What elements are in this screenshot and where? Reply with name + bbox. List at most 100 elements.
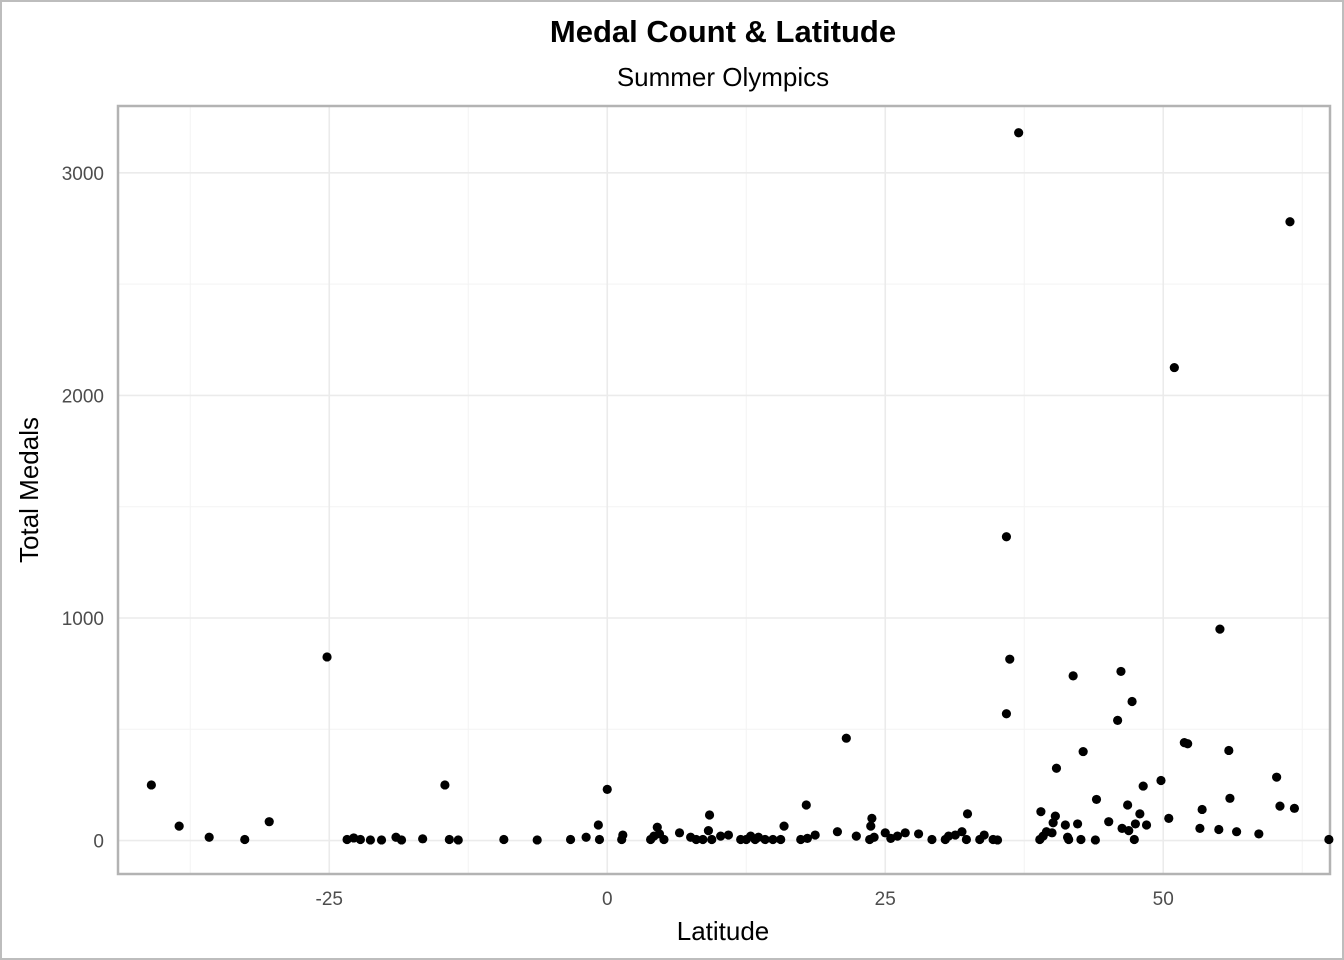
data-point bbox=[992, 835, 1003, 845]
data-point bbox=[1076, 834, 1086, 845]
data-point bbox=[565, 834, 576, 845]
data-point bbox=[716, 831, 726, 841]
data-point bbox=[1224, 745, 1234, 756]
data-point bbox=[866, 821, 876, 831]
data-point bbox=[674, 828, 685, 838]
data-point bbox=[979, 830, 989, 840]
data-point bbox=[1285, 217, 1295, 227]
data-point bbox=[453, 835, 463, 845]
data-point bbox=[499, 834, 509, 845]
data-point bbox=[707, 834, 717, 845]
data-point bbox=[1289, 803, 1300, 813]
data-point bbox=[618, 830, 628, 840]
x-tick-label: 25 bbox=[875, 889, 896, 910]
data-point bbox=[1183, 739, 1193, 749]
data-point bbox=[1123, 800, 1133, 810]
x-axis-tick-labels: -25 0 25 50 bbox=[316, 889, 1174, 910]
data-point bbox=[1047, 828, 1057, 838]
data-point bbox=[691, 834, 701, 845]
data-point bbox=[801, 800, 811, 810]
data-points bbox=[146, 128, 1334, 845]
data-point bbox=[1195, 823, 1205, 833]
data-point bbox=[1051, 763, 1062, 773]
data-point bbox=[264, 817, 274, 827]
y-tick-label: 0 bbox=[93, 832, 104, 853]
data-point bbox=[376, 835, 387, 845]
data-point bbox=[240, 834, 250, 845]
data-point bbox=[355, 834, 365, 845]
data-point bbox=[1215, 624, 1225, 634]
data-point bbox=[593, 820, 603, 830]
chart-subtitle: Summer Olympics bbox=[617, 62, 829, 92]
data-point bbox=[1135, 809, 1145, 819]
data-point bbox=[768, 834, 778, 845]
data-point bbox=[1130, 819, 1141, 829]
data-point bbox=[867, 813, 877, 823]
data-point bbox=[1164, 813, 1174, 823]
x-tick-label: 50 bbox=[1153, 889, 1174, 910]
data-point bbox=[594, 834, 605, 845]
data-point bbox=[802, 833, 812, 843]
data-point bbox=[698, 834, 708, 845]
data-point bbox=[1001, 709, 1012, 719]
y-tick-label: 3000 bbox=[62, 164, 104, 185]
data-point bbox=[1231, 827, 1242, 837]
data-point bbox=[760, 834, 770, 845]
data-point bbox=[1138, 781, 1148, 791]
data-point bbox=[444, 834, 454, 845]
data-point bbox=[418, 834, 428, 844]
data-point bbox=[440, 780, 450, 790]
data-point bbox=[396, 835, 407, 845]
data-point bbox=[1091, 794, 1102, 805]
data-point bbox=[532, 835, 542, 845]
data-point bbox=[1141, 820, 1152, 830]
data-point bbox=[1124, 825, 1134, 836]
data-point bbox=[581, 832, 591, 842]
data-point bbox=[1036, 807, 1046, 817]
data-point bbox=[1050, 811, 1060, 821]
data-point bbox=[1090, 835, 1100, 845]
y-tick-label: 1000 bbox=[62, 609, 104, 630]
data-point bbox=[1113, 715, 1123, 726]
data-point bbox=[927, 834, 937, 845]
data-point bbox=[322, 652, 332, 662]
data-point bbox=[1275, 801, 1285, 811]
data-point bbox=[204, 832, 214, 842]
data-point bbox=[779, 821, 789, 831]
data-point bbox=[1324, 834, 1334, 845]
plot-panel-border bbox=[116, 104, 1332, 876]
data-point bbox=[1169, 362, 1179, 373]
data-point bbox=[1127, 696, 1137, 707]
data-point bbox=[1001, 532, 1012, 542]
data-point bbox=[1060, 820, 1070, 830]
data-point bbox=[146, 780, 156, 790]
x-axis-title: Latitude bbox=[677, 916, 770, 946]
data-point bbox=[1214, 824, 1224, 835]
data-point bbox=[892, 831, 903, 841]
data-point bbox=[1078, 746, 1088, 757]
data-point bbox=[1272, 772, 1282, 782]
data-point bbox=[1005, 654, 1015, 664]
data-point bbox=[365, 835, 376, 845]
data-point bbox=[869, 832, 879, 842]
data-point bbox=[1068, 671, 1078, 681]
chart-title: Medal Count & Latitude bbox=[550, 14, 896, 49]
data-point bbox=[1225, 793, 1235, 803]
data-point bbox=[602, 784, 612, 795]
data-point bbox=[1156, 775, 1166, 786]
data-point bbox=[174, 821, 184, 831]
data-point bbox=[961, 834, 972, 845]
data-point bbox=[880, 828, 890, 838]
minor-gridlines bbox=[118, 106, 1330, 874]
data-point bbox=[1064, 834, 1074, 845]
data-point bbox=[1129, 834, 1139, 845]
data-point bbox=[723, 830, 734, 840]
data-point bbox=[776, 834, 786, 845]
data-point bbox=[1072, 819, 1083, 829]
x-tick-label: 0 bbox=[602, 889, 613, 910]
data-point bbox=[962, 809, 973, 819]
data-point bbox=[1197, 804, 1207, 815]
data-point bbox=[957, 827, 967, 837]
